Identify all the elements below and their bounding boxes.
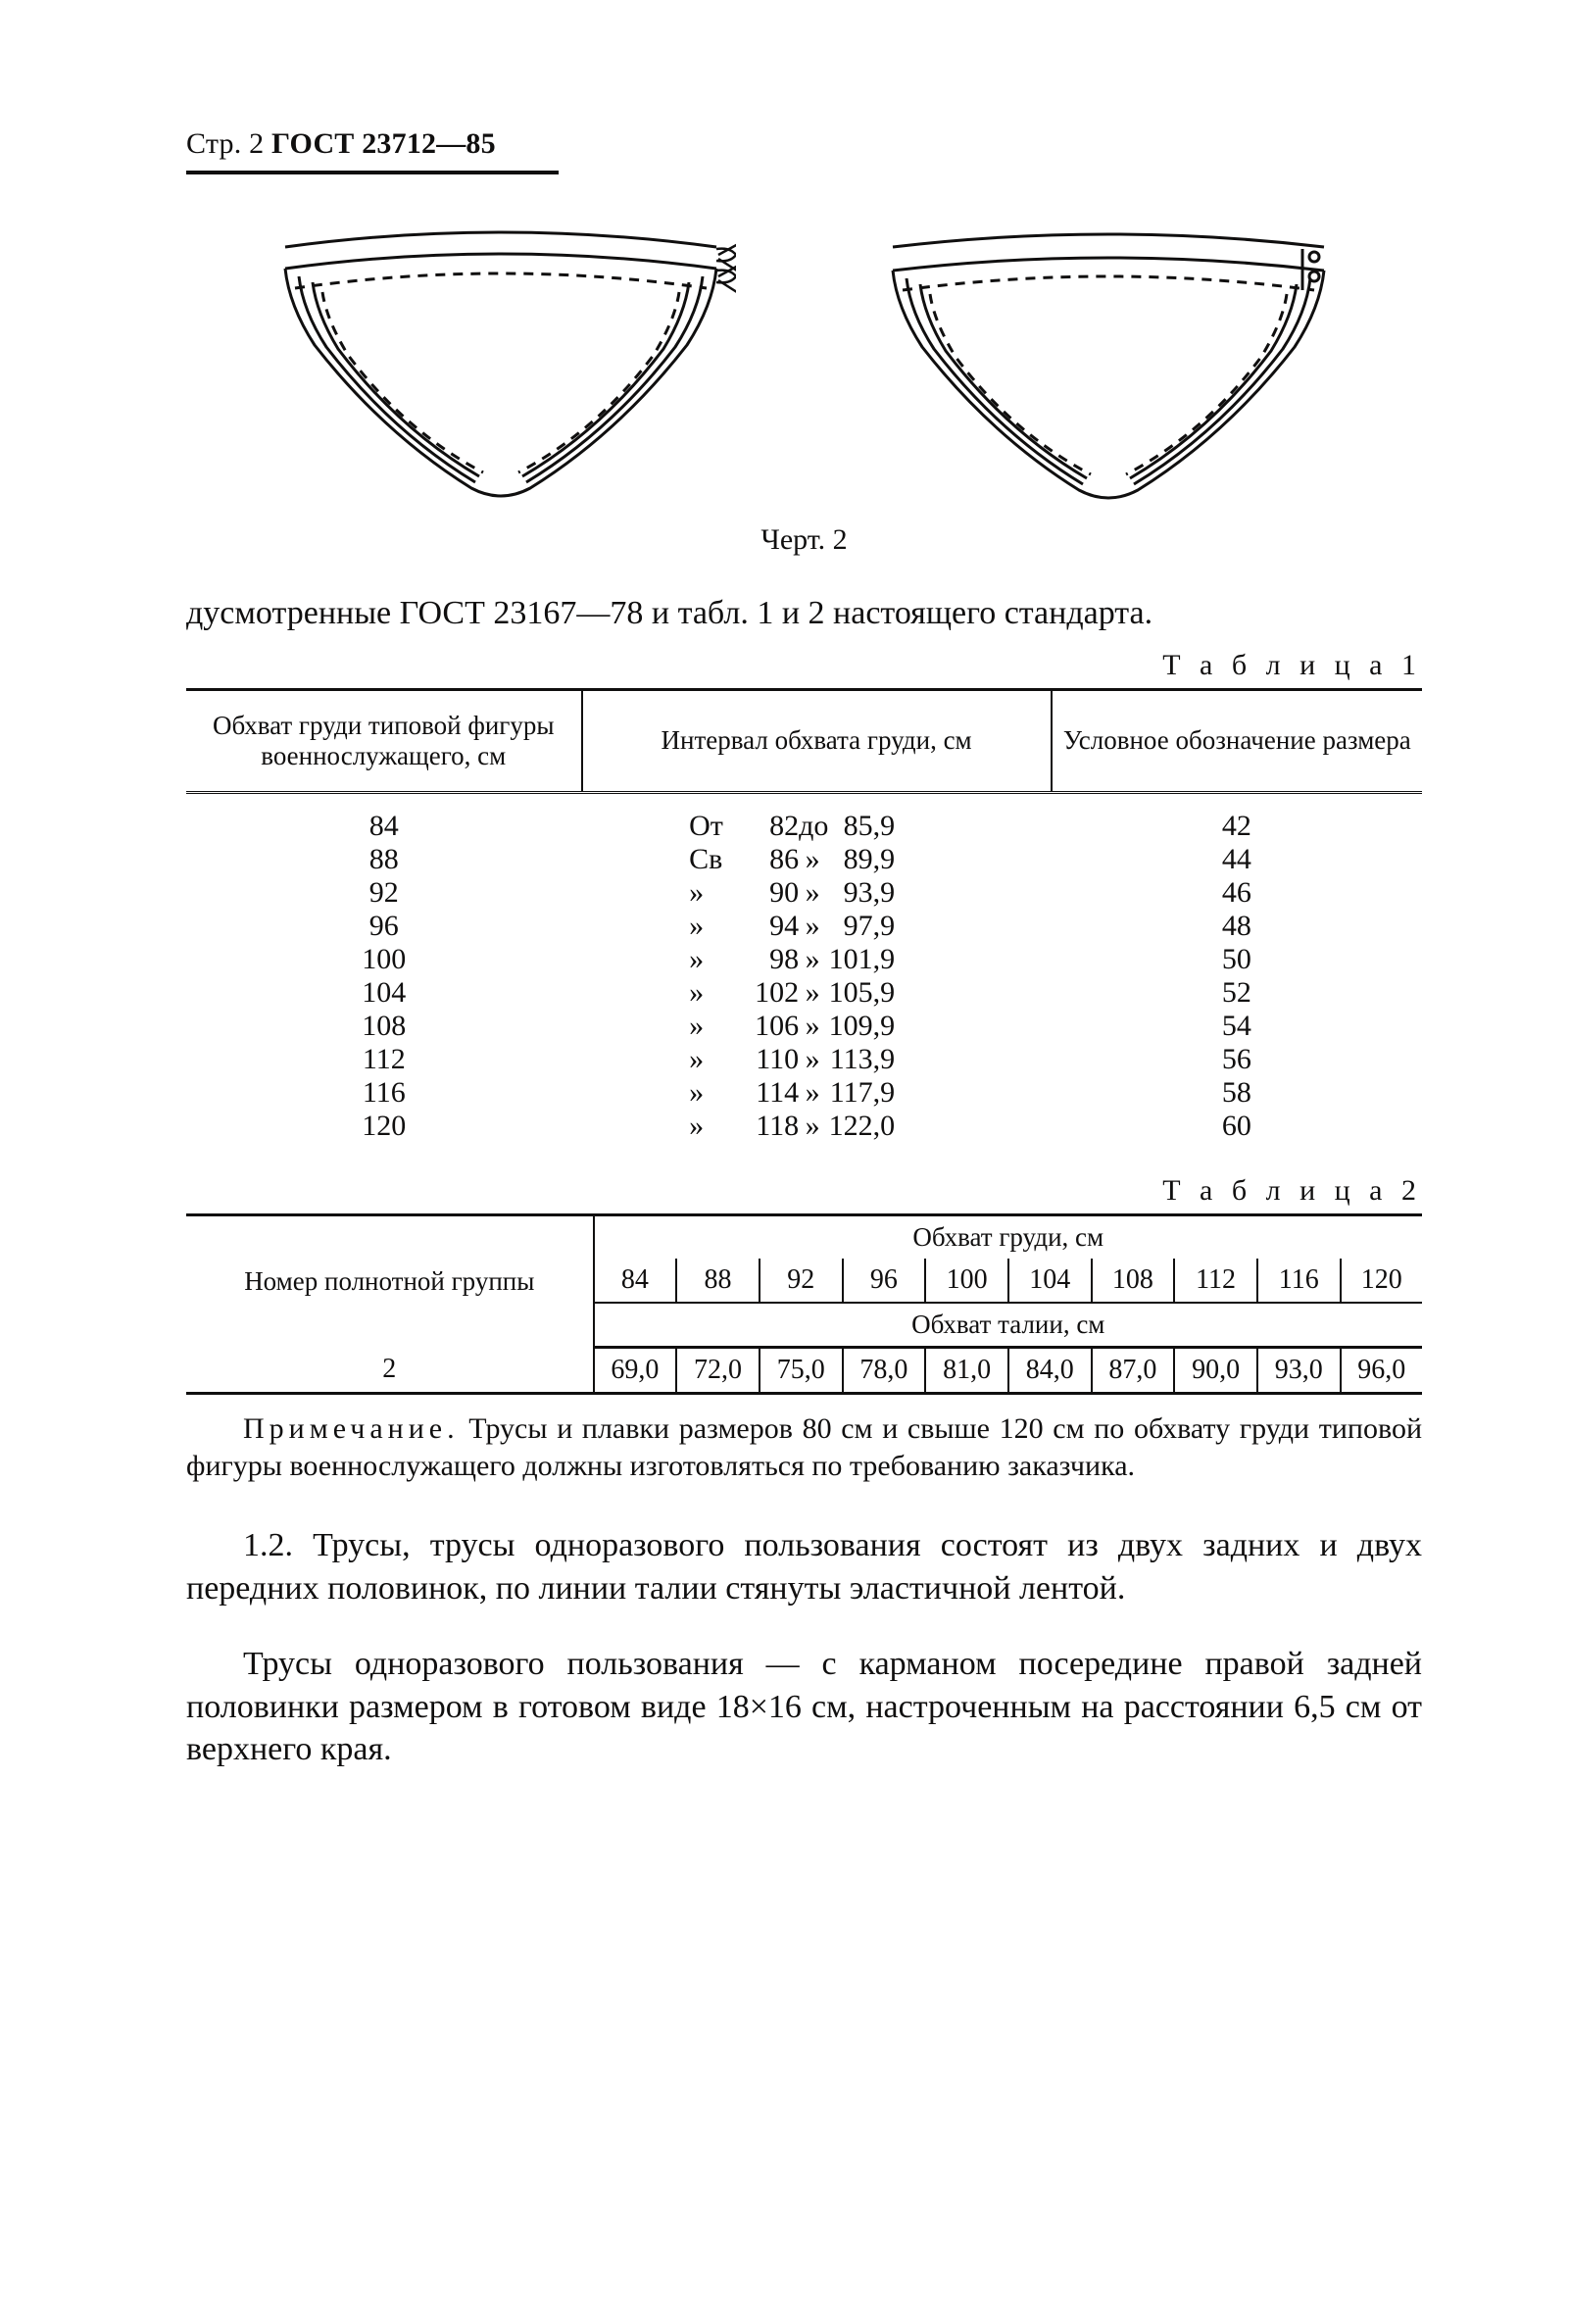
t1-size: 42 xyxy=(1061,810,1412,843)
t1-size: 48 xyxy=(1061,910,1412,943)
t2-chest-col: 112 xyxy=(1174,1259,1257,1303)
table1-label: Т а б л и ц а 1 xyxy=(186,649,1422,682)
t1-c1-cell: 84889296100104108112116120 xyxy=(186,792,582,1161)
t1-interval: »114»117,9 xyxy=(689,1076,944,1110)
t1-size: 56 xyxy=(1061,1043,1412,1076)
t1-interval: »90»93,9 xyxy=(689,876,944,910)
standard-code: ГОСТ 23712—85 xyxy=(271,127,496,160)
table-1: Обхват груди типовой фигуры военнослужащ… xyxy=(186,688,1422,1161)
t2-span-chest: Обхват груди, см xyxy=(594,1214,1422,1259)
t2-chest-col: 96 xyxy=(843,1259,926,1303)
t1-value: 96 xyxy=(196,910,572,943)
t1-interval: »98»101,9 xyxy=(689,943,944,976)
t1-size: 52 xyxy=(1061,976,1412,1010)
t1-col2-header: Интервал обхвата груди, см xyxy=(582,689,1052,792)
page-header: Стр. 2 ГОСТ 23712—85 xyxy=(186,127,1422,161)
t2-waist-cell: 78,0 xyxy=(843,1347,926,1393)
t1-col3-header: Условное обозначение размера xyxy=(1052,689,1422,792)
t1-value: 116 xyxy=(196,1076,572,1110)
figure-row xyxy=(186,198,1422,502)
t2-chest-col: 120 xyxy=(1341,1259,1422,1303)
t1-size: 50 xyxy=(1061,943,1412,976)
t2-waist-cell: 90,0 xyxy=(1174,1347,1257,1393)
t1-value: 120 xyxy=(196,1110,572,1143)
t1-value: 88 xyxy=(196,843,572,876)
t2-chest-col: 104 xyxy=(1008,1259,1092,1303)
t1-interval: »102»105,9 xyxy=(689,976,944,1010)
figure-right xyxy=(873,198,1344,502)
t1-size: 60 xyxy=(1061,1110,1412,1143)
briefs-tie-icon xyxy=(266,198,736,502)
t1-col1-header: Обхват груди типовой фигуры военнослужащ… xyxy=(186,689,582,792)
t1-size: 44 xyxy=(1061,843,1412,876)
t2-waist-cell: 87,0 xyxy=(1092,1347,1175,1393)
header-rule xyxy=(186,171,559,174)
t1-c3-cell: 42444648505254565860 xyxy=(1052,792,1422,1161)
t1-value: 112 xyxy=(196,1043,572,1076)
t2-waist-cell: 72,0 xyxy=(676,1347,760,1393)
figure-left xyxy=(266,198,736,502)
t2-chest-col: 92 xyxy=(760,1259,843,1303)
t1-value: 104 xyxy=(196,976,572,1010)
t2-waist-cell: 93,0 xyxy=(1257,1347,1341,1393)
t1-size: 54 xyxy=(1061,1010,1412,1043)
para-1-2-a: 1.2. Трусы, трусы одноразового пользован… xyxy=(186,1524,1422,1609)
t1-c2-cell: От82до85,9Св86»89,9»90»93,9»94»97,9»98»1… xyxy=(582,792,1052,1161)
briefs-button-icon xyxy=(873,198,1344,502)
note-lead: Примечание. xyxy=(243,1412,460,1445)
t1-interval: »118»122,0 xyxy=(689,1110,944,1143)
t1-interval: »110»113,9 xyxy=(689,1043,944,1076)
t2-waist-cell: 75,0 xyxy=(760,1347,843,1393)
t1-value: 100 xyxy=(196,943,572,976)
t2-chest-col: 84 xyxy=(594,1259,677,1303)
t2-rowhead: Номер полнотной группы xyxy=(186,1214,594,1347)
t1-value: 108 xyxy=(196,1010,572,1043)
note-paragraph: Примечание. Трусы и плавки размеров 80 с… xyxy=(186,1410,1422,1486)
t1-size: 58 xyxy=(1061,1076,1412,1110)
t1-interval: »94»97,9 xyxy=(689,910,944,943)
t2-group: 2 xyxy=(186,1347,594,1393)
t2-chest-col: 88 xyxy=(676,1259,760,1303)
t2-waist-cell: 69,0 xyxy=(594,1347,677,1393)
t1-size: 46 xyxy=(1061,876,1412,910)
table2-label: Т а б л и ц а 2 xyxy=(186,1174,1422,1208)
t1-value: 84 xyxy=(196,810,572,843)
t2-waist-cell: 96,0 xyxy=(1341,1347,1422,1393)
t1-interval: Св86»89,9 xyxy=(689,843,944,876)
page-number: Стр. 2 xyxy=(186,127,271,160)
figure-caption: Черт. 2 xyxy=(186,523,1422,557)
t1-value: 92 xyxy=(196,876,572,910)
t1-interval: От82до85,9 xyxy=(689,810,944,843)
t2-chest-col: 100 xyxy=(925,1259,1008,1303)
t2-chest-col: 116 xyxy=(1257,1259,1341,1303)
table-2: Номер полнотной группы Обхват груди, см … xyxy=(186,1213,1422,1395)
document-page: Стр. 2 ГОСТ 23712—85 xyxy=(0,0,1569,2324)
t2-chest-col: 108 xyxy=(1092,1259,1175,1303)
t2-waist-cell: 84,0 xyxy=(1008,1347,1092,1393)
t2-span-waist: Обхват талии, см xyxy=(594,1303,1422,1348)
para-1-2-b: Трусы одноразового пользования — с карма… xyxy=(186,1643,1422,1771)
t1-interval: »106»109,9 xyxy=(689,1010,944,1043)
t2-waist-cell: 81,0 xyxy=(925,1347,1008,1393)
intro-paragraph: дусмотренные ГОСТ 23167—78 и табл. 1 и 2… xyxy=(186,592,1422,635)
